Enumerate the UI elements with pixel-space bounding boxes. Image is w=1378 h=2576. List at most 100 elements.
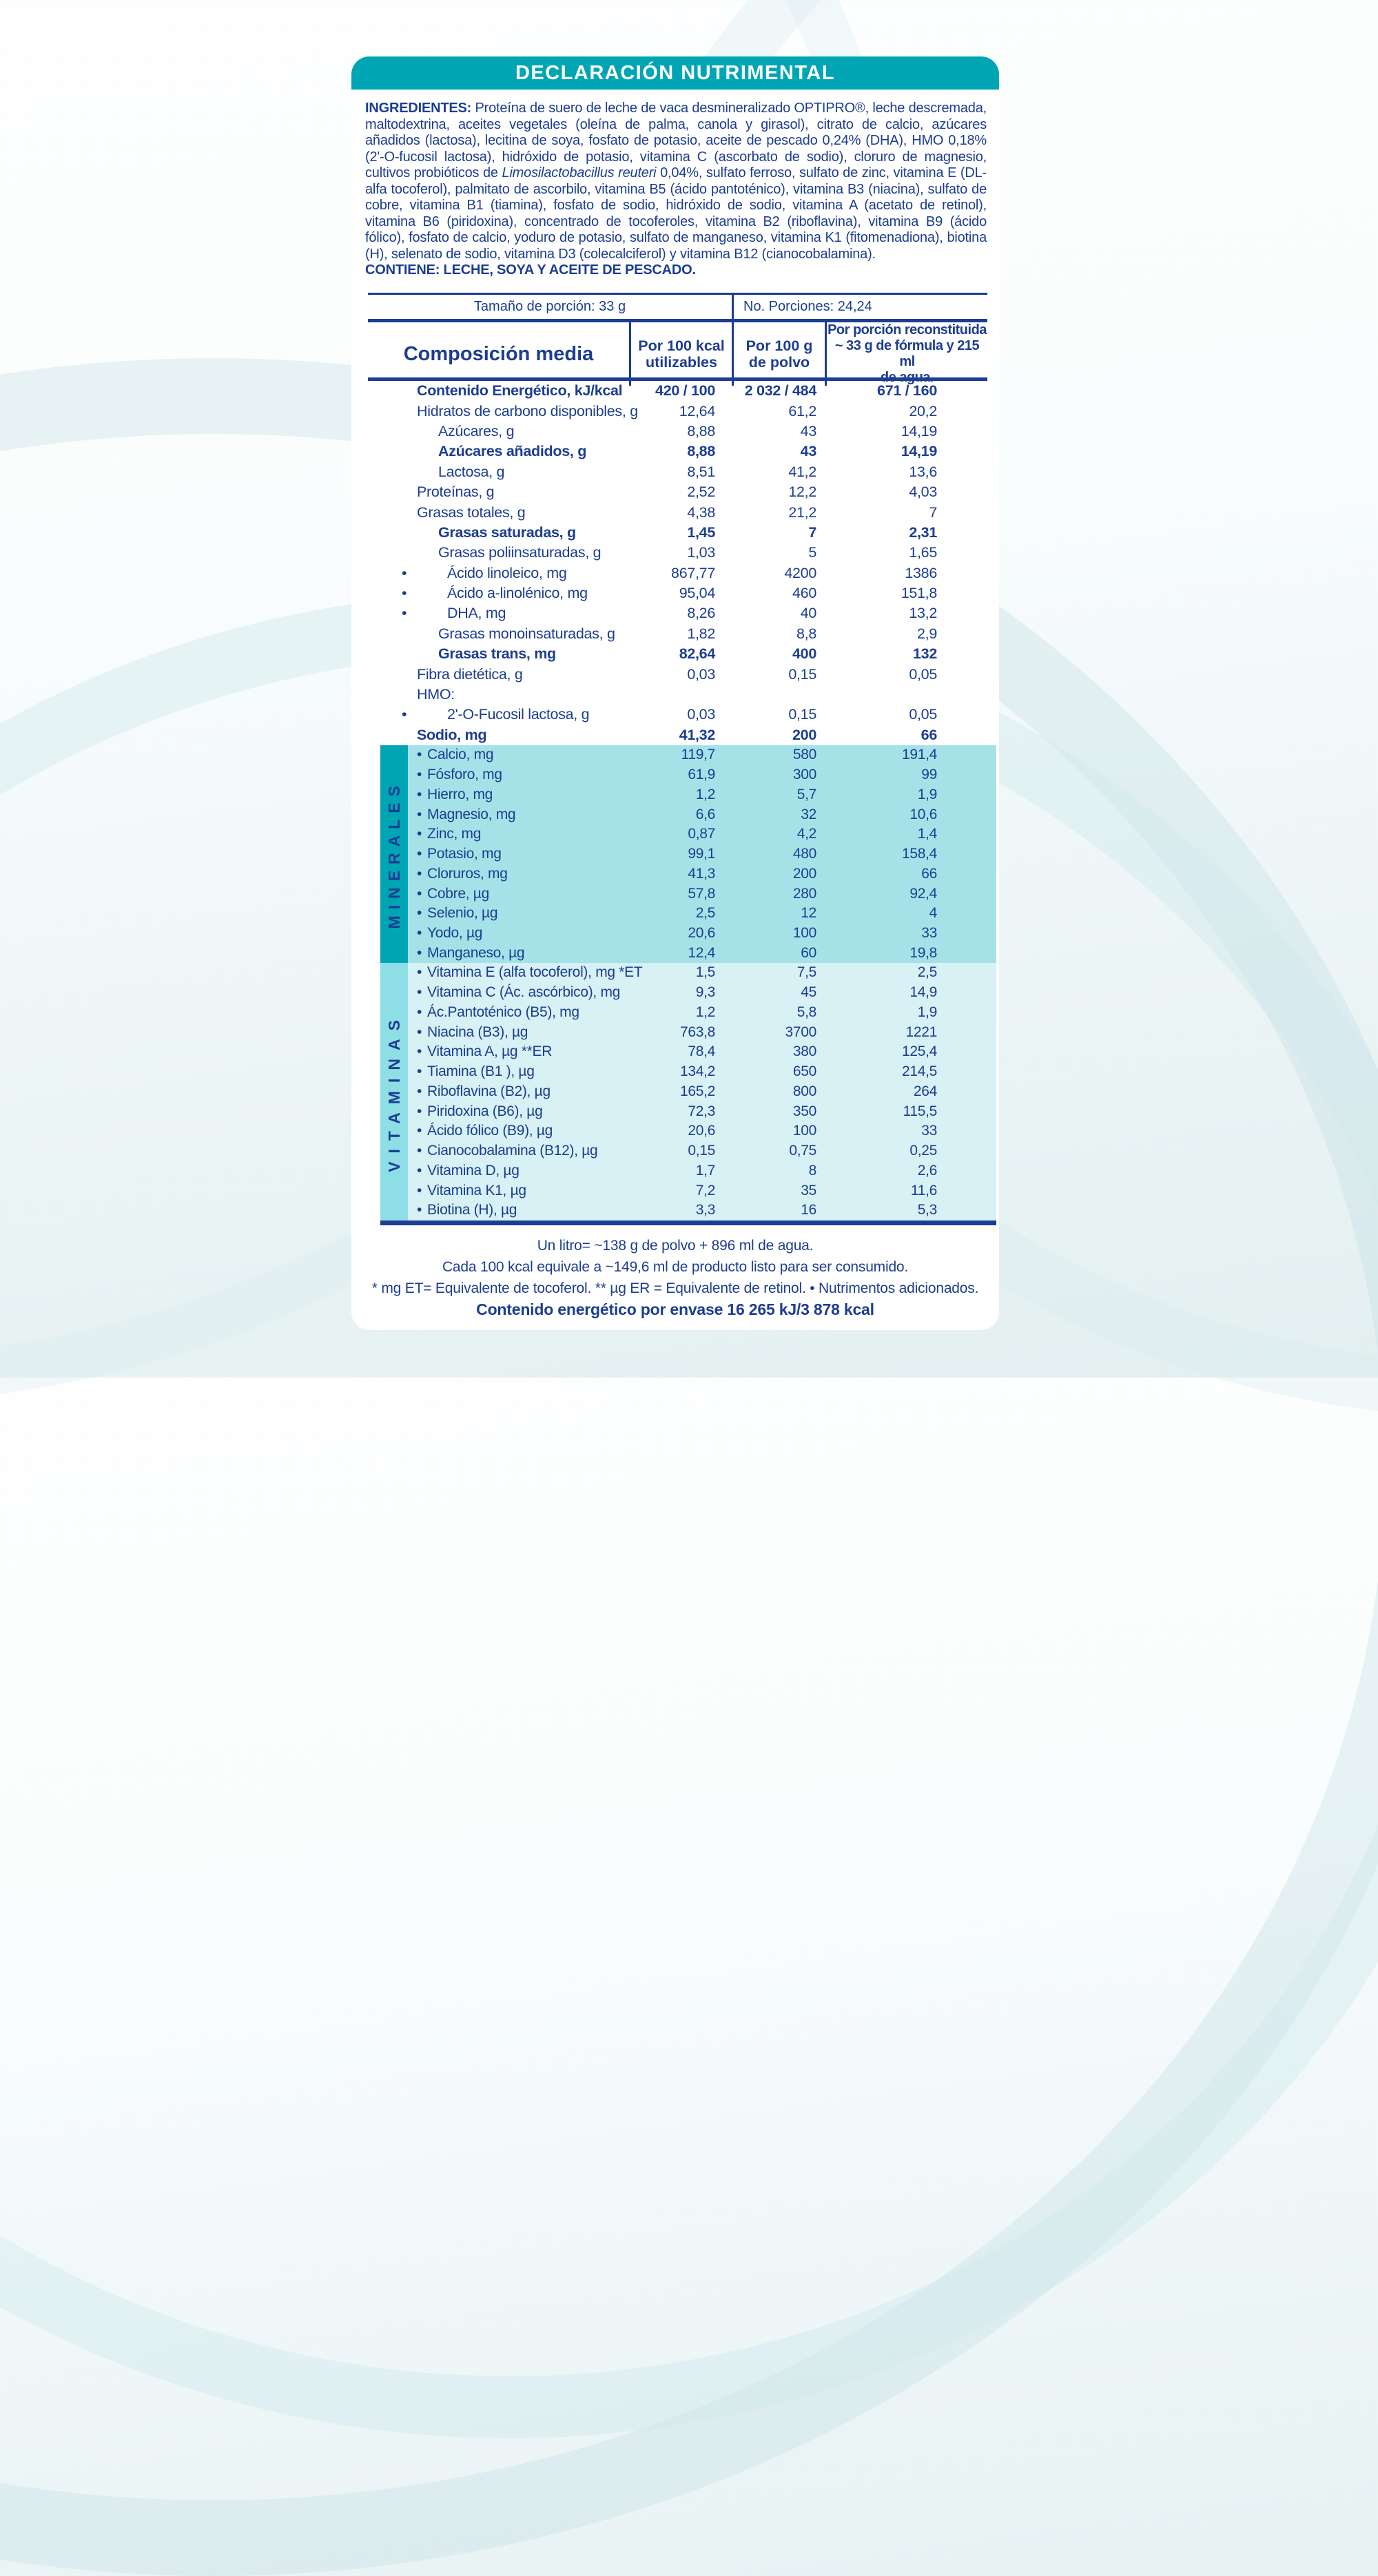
value-per-100kcal: 57,8 bbox=[688, 885, 715, 902]
value-per-100kcal: 8,26 bbox=[687, 605, 715, 622]
table-row: Proteínas, g 2,52 12,2 4,03 bbox=[368, 482, 987, 502]
row-label: Hierro, mg bbox=[408, 787, 629, 803]
value-per-100kcal: 0,15 bbox=[688, 1143, 715, 1159]
table-row: Yodo, µg 20,6 100 33 bbox=[408, 924, 996, 944]
row-label: Vitamina C (Ác. ascórbico), mg bbox=[408, 984, 629, 1001]
value-per-100kcal: 78,4 bbox=[688, 1043, 715, 1060]
table-row: Grasas totales, g 4,38 21,2 7 bbox=[368, 502, 987, 522]
row-label: Hidratos de carbono disponibles, g bbox=[417, 402, 638, 419]
value-per-100kcal: 3,3 bbox=[695, 1202, 716, 1218]
value-per-100kcal: 1,45 bbox=[687, 523, 715, 541]
value-per-portion: 66 bbox=[921, 726, 938, 743]
value-per-100g: 4200 bbox=[784, 564, 816, 581]
value-per-100g: 2 032 / 484 bbox=[744, 382, 817, 399]
table-row: Vitamina E (alfa tocoferol), mg *ET 1,5 … bbox=[408, 963, 996, 983]
value-per-portion: 151,8 bbox=[901, 585, 938, 602]
value-per-portion: 13,6 bbox=[909, 463, 937, 480]
table-row: Hierro, mg 1,2 5,7 1,9 bbox=[408, 785, 996, 805]
probiotic-species: Limosilactobacillus reuteri bbox=[502, 165, 657, 180]
table-row: Vitamina K1, µg 7,2 35 11,6 bbox=[408, 1181, 996, 1201]
value-per-portion: 33 bbox=[921, 925, 937, 942]
value-per-portion: 2,6 bbox=[917, 1162, 938, 1178]
table-row: Azúcares, g 8,88 43 14,19 bbox=[368, 422, 987, 442]
value-per-100kcal: 867,77 bbox=[671, 564, 715, 581]
table-row: Ácido a-linolénico, mg 95,04 460 151,8 bbox=[368, 583, 987, 603]
value-per-portion: 10,6 bbox=[909, 806, 937, 822]
value-per-portion: 1221 bbox=[905, 1024, 937, 1040]
row-label: Ácido fólico (B9), µg bbox=[408, 1123, 629, 1139]
vitamins-section-label: VITAMINAS bbox=[384, 1011, 403, 1172]
table-row: Grasas monoinsaturadas, g 1,82 8,8 2,9 bbox=[368, 624, 987, 644]
value-per-portion: 1,4 bbox=[917, 826, 938, 842]
table-row: Contenido Energético, kJ/kcal 420 / 100 … bbox=[368, 381, 987, 401]
value-per-100kcal: 1,03 bbox=[687, 544, 715, 561]
table-row: Selenio, µg 2,5 12 4 bbox=[408, 904, 996, 924]
row-label: Vitamina A, µg **ER bbox=[408, 1043, 629, 1060]
value-per-100kcal: 165,2 bbox=[679, 1083, 715, 1099]
value-per-portion: 20,2 bbox=[909, 402, 937, 419]
value-per-100g: 650 bbox=[792, 1063, 816, 1080]
column-header-per-portion: Por porción reconstituida ~ 33 g de fórm… bbox=[825, 322, 987, 386]
value-per-portion: 14,19 bbox=[901, 443, 938, 460]
row-label: Vitamina D, µg bbox=[408, 1163, 629, 1179]
row-label: 2'-O-Fucosil lactosa, g bbox=[368, 706, 629, 723]
row-label: Cloruros, mg bbox=[408, 866, 629, 882]
value-per-portion: 33 bbox=[921, 1123, 937, 1139]
table-row: Grasas saturadas, g 1,45 7 2,31 bbox=[368, 523, 987, 543]
column-header-per-100kcal: Por 100 kcal utilizables bbox=[629, 322, 732, 386]
value-per-100kcal: 1,7 bbox=[695, 1162, 716, 1178]
value-per-100g: 460 bbox=[792, 585, 816, 602]
value-per-100g: 12,2 bbox=[788, 484, 816, 501]
row-label: DHA, mg bbox=[368, 605, 629, 622]
value-per-portion: 191,4 bbox=[901, 747, 937, 763]
value-per-100kcal: 41,3 bbox=[688, 865, 715, 882]
table-row: Ácido fólico (B9), µg 20,6 100 33 bbox=[408, 1121, 996, 1141]
vitamins-rows: Vitamina E (alfa tocoferol), mg *ET 1,5 … bbox=[408, 963, 996, 1221]
value-per-100kcal: 9,3 bbox=[695, 984, 716, 1001]
value-per-100kcal: 119,7 bbox=[681, 747, 716, 763]
table-row: Hidratos de carbono disponibles, g 12,64… bbox=[368, 401, 987, 421]
row-label: Sodio, mg bbox=[417, 726, 487, 743]
value-per-portion: 4,03 bbox=[909, 484, 937, 501]
table-row: Potasio, mg 99,1 480 158,4 bbox=[408, 844, 996, 864]
value-per-100g: 400 bbox=[792, 645, 816, 663]
value-per-100kcal: 20,6 bbox=[688, 925, 715, 942]
value-per-100g: 5,8 bbox=[796, 1004, 817, 1020]
value-per-100g: 21,2 bbox=[788, 503, 816, 521]
value-per-portion: 125,4 bbox=[901, 1043, 937, 1060]
value-per-portion: 19,8 bbox=[909, 944, 937, 961]
value-per-100kcal: 1,2 bbox=[695, 1004, 716, 1020]
value-per-100kcal: 763,8 bbox=[679, 1024, 715, 1040]
value-per-portion: 2,5 bbox=[917, 964, 938, 981]
table-row: Azúcares añadidos, g 8,88 43 14,19 bbox=[368, 442, 987, 461]
value-per-100g: 280 bbox=[792, 885, 816, 902]
value-per-100g: 5 bbox=[808, 544, 816, 561]
value-per-100g: 0,15 bbox=[788, 665, 816, 683]
row-label: Azúcares añadidos, g bbox=[438, 443, 587, 460]
vitamins-section: VITAMINAS Vitamina E (alfa tocoferol), m… bbox=[380, 963, 996, 1225]
value-per-100kcal: 8,88 bbox=[687, 443, 715, 460]
value-per-100g: 61,2 bbox=[788, 402, 816, 419]
value-per-portion: 5,3 bbox=[917, 1202, 938, 1218]
value-per-100kcal: 99,1 bbox=[688, 846, 715, 862]
row-label: Yodo, µg bbox=[408, 925, 629, 942]
ingredients-text: Proteína de suero de leche de vaca desmi… bbox=[365, 101, 987, 180]
value-per-100kcal: 72,3 bbox=[688, 1103, 715, 1119]
row-label: Grasas monoinsaturadas, g bbox=[438, 625, 615, 642]
ingredients-text-continued: 0,04%, sulfato ferroso, sulfato de zinc,… bbox=[365, 165, 987, 262]
value-per-100g: 200 bbox=[792, 726, 816, 743]
nutrition-table-header: Composición media Por 100 kcal utilizabl… bbox=[368, 319, 987, 386]
row-label: Tiamina (B1 ), µg bbox=[408, 1063, 629, 1080]
value-per-100g: 200 bbox=[792, 865, 816, 882]
divider-rule bbox=[368, 293, 987, 295]
value-per-portion: 11,6 bbox=[910, 1182, 937, 1198]
value-per-portion: 14,19 bbox=[901, 422, 938, 439]
value-per-100kcal: 0,03 bbox=[687, 665, 715, 683]
table-row: Manganeso, µg 12,4 60 19,8 bbox=[408, 944, 996, 964]
value-per-portion: 0,25 bbox=[909, 1143, 937, 1159]
value-per-100kcal: 12,64 bbox=[679, 402, 716, 419]
row-label: Grasas trans, mg bbox=[438, 645, 556, 663]
value-per-portion: 0,05 bbox=[909, 665, 937, 683]
ingredients-paragraph: INGREDIENTES: Proteína de suero de leche… bbox=[365, 101, 987, 279]
nutrition-rows: Contenido Energético, kJ/kcal 420 / 100 … bbox=[368, 381, 987, 745]
